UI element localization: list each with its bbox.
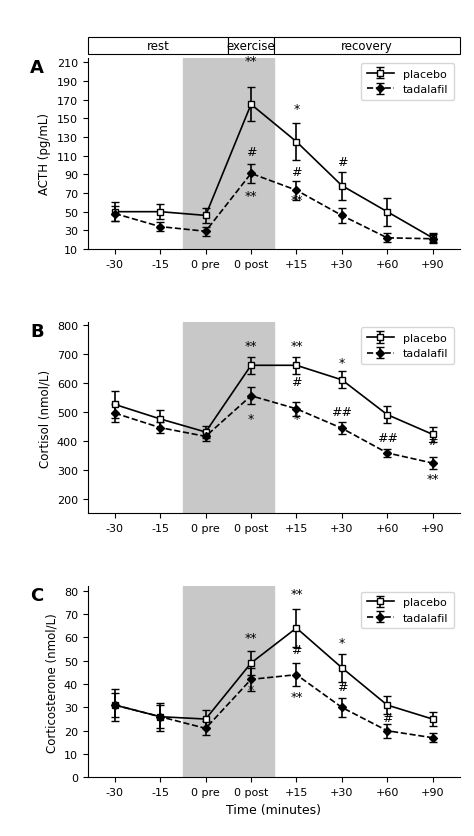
Text: **: ** [245, 631, 257, 645]
Bar [274, 38, 460, 54]
Text: *: * [248, 413, 254, 426]
Text: **: ** [245, 339, 257, 353]
Text: **: ** [290, 339, 303, 353]
Text: #: # [291, 166, 301, 179]
Text: *: * [293, 104, 300, 116]
X-axis label: Time (minutes): Time (minutes) [226, 803, 321, 816]
Text: **: ** [245, 190, 257, 203]
Text: #: # [291, 376, 301, 389]
Legend: placebo, tadalafil: placebo, tadalafil [361, 592, 454, 629]
Text: **: ** [245, 55, 257, 68]
Text: #: # [291, 643, 301, 656]
Text: exercise: exercise [227, 39, 275, 53]
Legend: placebo, tadalafil: placebo, tadalafil [361, 64, 454, 100]
Text: A: A [30, 59, 44, 77]
Text: *: * [293, 413, 300, 426]
Bar [88, 38, 228, 54]
Text: #: # [246, 146, 256, 159]
Text: rest: rest [146, 39, 170, 53]
Text: recovery: recovery [341, 39, 392, 53]
Text: **: ** [290, 194, 303, 206]
Text: *: * [429, 234, 436, 247]
Text: ##: ## [331, 405, 352, 418]
Text: #: # [337, 681, 347, 694]
Y-axis label: Cortisol (nmol/L): Cortisol (nmol/L) [38, 369, 51, 467]
Text: **: ** [290, 690, 303, 703]
Text: #: # [382, 711, 392, 724]
Y-axis label: ACTH (pg/mL): ACTH (pg/mL) [38, 113, 51, 195]
Text: C: C [30, 586, 43, 604]
Bar [228, 38, 274, 54]
Bar [183, 586, 274, 777]
Bar [183, 59, 274, 250]
Text: #: # [337, 155, 347, 169]
Bar [183, 323, 274, 513]
Legend: placebo, tadalafil: placebo, tadalafil [361, 328, 454, 364]
Y-axis label: Corticosterone (nmol/L): Corticosterone (nmol/L) [46, 612, 58, 752]
Text: **: ** [290, 587, 303, 600]
Text: *: * [339, 636, 345, 650]
Text: #: # [427, 434, 438, 447]
Text: *: * [339, 356, 345, 370]
Text: B: B [30, 323, 44, 340]
Text: ##: ## [377, 431, 398, 445]
Text: *: * [248, 683, 254, 696]
Text: **: ** [426, 472, 439, 485]
